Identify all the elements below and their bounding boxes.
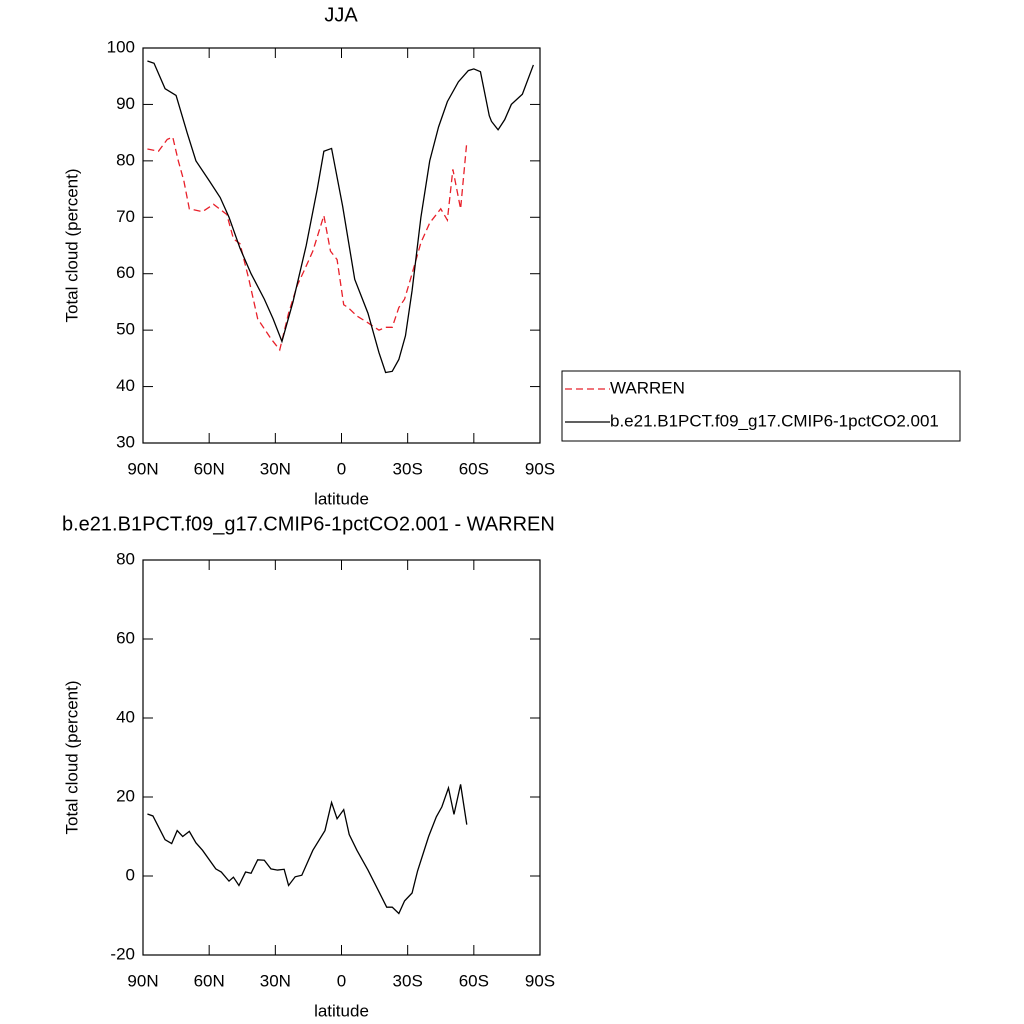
y-tick-label: 80 (116, 150, 135, 169)
y-tick-label: 30 (116, 432, 135, 451)
y-tick-label: 40 (116, 376, 135, 395)
y-tick-label: 60 (116, 628, 135, 647)
x-axis-label: latitude (314, 489, 369, 508)
chart-title: JJA (324, 4, 358, 26)
x-tick-label: 60N (194, 971, 225, 990)
legend-label: b.e21.B1PCT.f09_g17.CMIP6-1pctCO2.001 (610, 411, 939, 430)
x-tick-label: 30S (393, 459, 423, 478)
plot-frame (142, 559, 541, 956)
y-tick-label: -20 (110, 944, 135, 963)
x-tick-label: 90N (127, 459, 158, 478)
data-line (147, 784, 468, 915)
y-tick-label: 20 (116, 786, 135, 805)
y-tick-label: 70 (116, 207, 135, 226)
x-tick-label: 60N (194, 459, 225, 478)
x-tick-label: 30S (393, 971, 423, 990)
x-tick-label: 90S (525, 971, 555, 990)
x-tick-label: 60S (459, 459, 489, 478)
plot-frame (142, 47, 541, 444)
y-tick-label: 90 (116, 94, 135, 113)
y-tick-label: 80 (116, 549, 135, 568)
y-tick-label: 60 (116, 263, 135, 282)
legend-box (561, 370, 961, 442)
x-axis-label: latitude (314, 1001, 369, 1020)
x-tick-label: 0 (337, 459, 346, 478)
y-axis-label: Total cloud (percent) (62, 680, 81, 834)
x-tick-label: 0 (337, 971, 346, 990)
x-tick-label: 30N (260, 459, 291, 478)
x-tick-label: 60S (459, 971, 489, 990)
y-tick-label: 100 (107, 37, 135, 56)
y-tick-label: 50 (116, 320, 135, 339)
x-tick-label: 90N (127, 971, 158, 990)
y-tick-label: 0 (126, 865, 135, 884)
y-tick-label: 40 (116, 707, 135, 726)
chart-title: b.e21.B1PCT.f09_g17.CMIP6-1pctCO2.001 - … (62, 513, 555, 535)
data-line (147, 60, 534, 374)
y-axis-label: Total cloud (percent) (62, 168, 81, 322)
x-tick-label: 30N (260, 971, 291, 990)
x-tick-label: 90S (525, 459, 555, 478)
legend-label: WARREN (610, 378, 685, 397)
